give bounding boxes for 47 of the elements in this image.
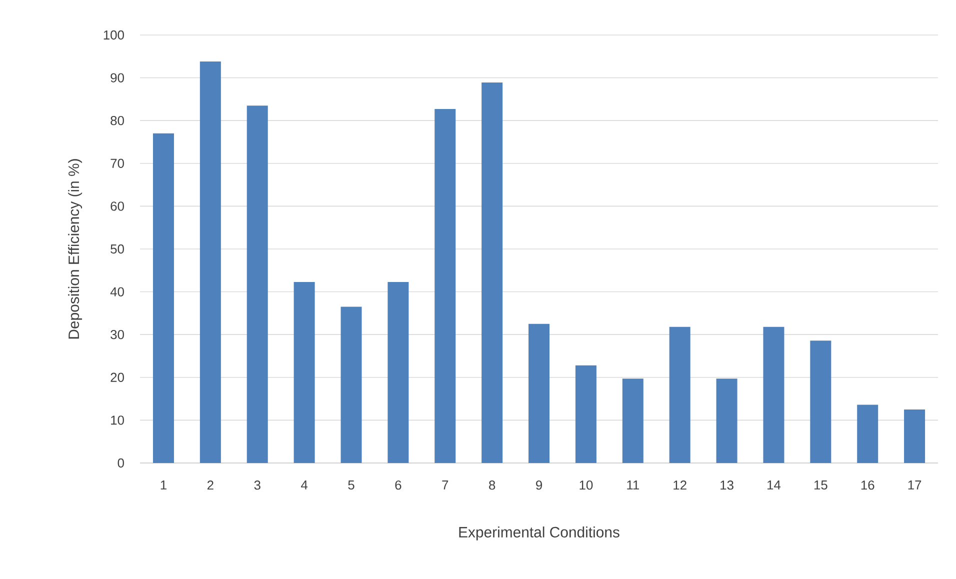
bar <box>528 324 550 463</box>
bar <box>810 340 832 463</box>
bar <box>716 378 738 463</box>
bar <box>904 409 926 463</box>
bar <box>622 378 644 463</box>
bar <box>669 326 690 463</box>
x-tick-label: 16 <box>861 480 874 490</box>
y-tick-label: 90 <box>110 73 124 82</box>
x-tick-label: 8 <box>489 480 496 490</box>
y-tick-label: 70 <box>110 158 124 168</box>
bar <box>388 282 409 463</box>
x-axis-title: Experimental Conditions <box>459 526 620 540</box>
x-tick-label: 12 <box>674 480 686 490</box>
bar <box>200 62 221 463</box>
x-tick-label: 1 <box>160 480 166 490</box>
x-tick-label: 2 <box>207 480 214 490</box>
y-tick-label: 20 <box>110 372 124 382</box>
bar <box>857 404 878 463</box>
x-tick-label: 13 <box>720 480 734 490</box>
bar <box>152 133 174 463</box>
y-tick-label: 30 <box>110 330 124 340</box>
bar <box>763 326 784 463</box>
x-tick-label: 15 <box>814 480 828 490</box>
bar <box>482 82 503 463</box>
x-tick-label: 4 <box>301 480 308 490</box>
y-tick-label: 50 <box>110 244 124 254</box>
x-tick-label: 10 <box>580 480 593 490</box>
y-tick-label: 0 <box>118 458 124 468</box>
y-tick-label: 60 <box>110 202 124 211</box>
y-tick-label: 40 <box>110 287 124 296</box>
y-tick-label: 80 <box>110 116 124 126</box>
x-tick-label: 3 <box>254 480 260 490</box>
x-tick-label: 6 <box>395 480 402 490</box>
x-tick-label: 5 <box>348 480 354 490</box>
y-tick-label: 10 <box>111 416 124 425</box>
bar <box>575 365 596 463</box>
x-tick-label: 17 <box>908 480 922 490</box>
bar <box>340 306 362 463</box>
y-axis-title: Deposition Efficiency (in %) <box>68 159 82 339</box>
x-tick-label: 11 <box>627 480 639 490</box>
y-tick-label: 100 <box>104 30 124 40</box>
bar <box>246 106 268 463</box>
bar <box>434 109 456 463</box>
x-tick-label: 9 <box>536 480 542 490</box>
bar <box>294 282 315 463</box>
x-tick-label: 7 <box>442 480 448 490</box>
x-tick-label: 14 <box>768 480 781 490</box>
